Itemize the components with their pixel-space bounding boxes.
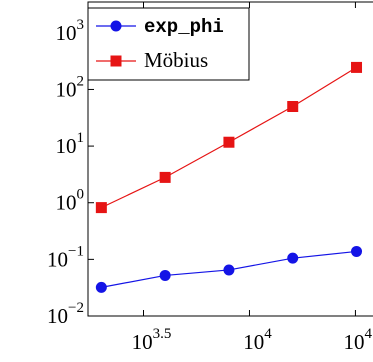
data-point	[159, 171, 171, 183]
tick-base: 10	[56, 134, 77, 158]
tick-exponent: −2	[68, 300, 84, 316]
tick-exponent: 4	[264, 326, 272, 342]
tick-base: 10	[56, 77, 77, 101]
tick-exponent: −1	[68, 244, 84, 260]
tick-base: 10	[344, 330, 365, 354]
legend-box	[87, 7, 250, 81]
plot-frame	[87, 1, 373, 317]
tick-label: 102	[56, 74, 85, 101]
tick-base: 10	[243, 330, 264, 354]
tick-exponent: 3.5	[153, 326, 172, 342]
tick-label: 103.5	[132, 326, 172, 353]
tick-exponent: 4.5	[365, 326, 373, 342]
legend-marker	[110, 20, 122, 32]
data-point	[351, 61, 363, 73]
tick-base: 10	[132, 330, 153, 354]
legend-label: exp_phi	[144, 16, 224, 38]
tick-exponent: 2	[77, 74, 85, 90]
data-point	[159, 269, 171, 281]
tick-label: 101	[56, 131, 85, 158]
tick-label: 10−2	[47, 300, 84, 327]
data-point	[95, 202, 107, 214]
tick-label: 103	[56, 17, 85, 44]
legend-marker	[110, 55, 122, 67]
tick-label: 10−1	[47, 244, 84, 271]
data-point	[95, 281, 107, 293]
tick-exponent: 0	[77, 187, 85, 203]
tick-base: 10	[47, 304, 68, 328]
tick-base: 10	[56, 191, 77, 215]
tick-label: 104.5	[344, 326, 373, 353]
data-point	[351, 245, 363, 257]
tick-exponent: 1	[77, 131, 85, 147]
data-point	[223, 136, 235, 148]
tick-exponent: 3	[77, 17, 85, 33]
data-point	[223, 264, 235, 276]
tick-base: 10	[47, 247, 68, 271]
tick-label: 100	[56, 187, 85, 214]
tick-label: 104	[243, 326, 272, 353]
data-point	[287, 252, 299, 264]
data-point	[287, 101, 299, 113]
legend-label: Möbius	[144, 48, 208, 72]
tick-base: 10	[56, 21, 77, 45]
